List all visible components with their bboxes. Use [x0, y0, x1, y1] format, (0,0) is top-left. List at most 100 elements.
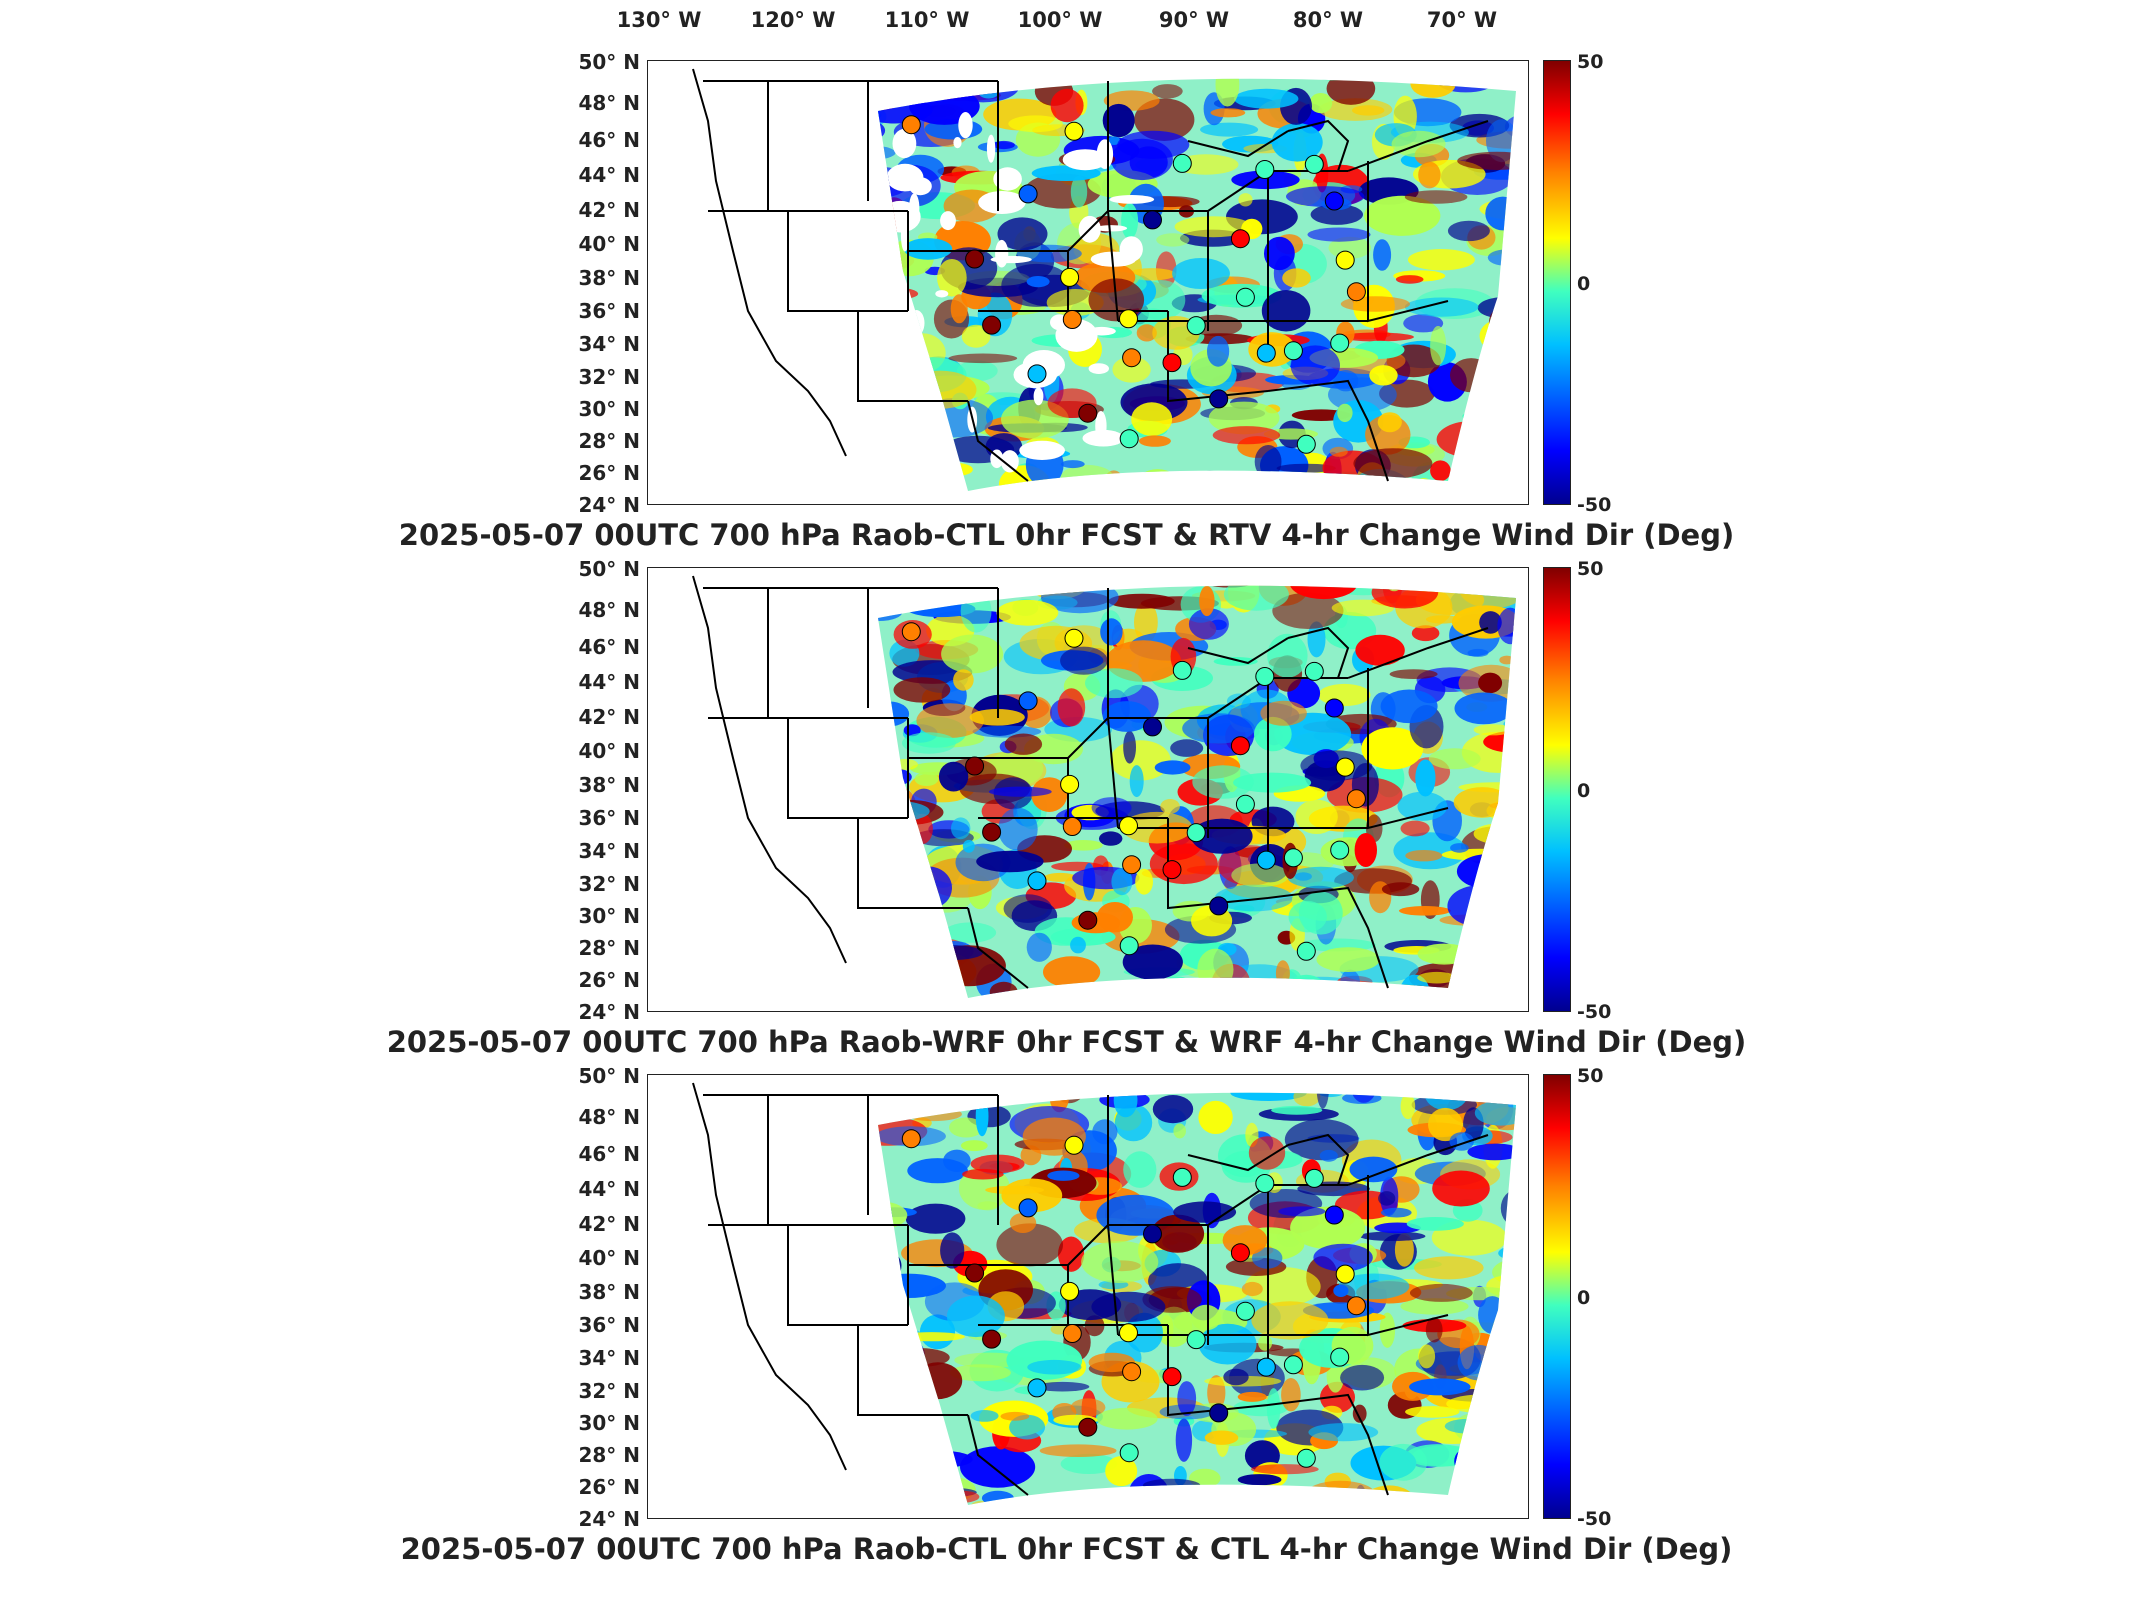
raob-station-marker	[1018, 184, 1038, 204]
lat-label: 40° N	[578, 739, 640, 764]
wind-change-field	[878, 585, 1516, 999]
raob-station-marker	[1122, 348, 1142, 368]
raob-station-marker	[1296, 1448, 1316, 1468]
state-boundaries	[692, 68, 1489, 482]
lat-label: 44° N	[578, 163, 640, 188]
raob-station-marker	[1027, 1378, 1047, 1398]
lat-label: 36° N	[578, 1313, 640, 1338]
raob-station-marker	[1283, 848, 1303, 868]
lon-label: 90° W	[1158, 8, 1230, 32]
raob-station-marker	[901, 115, 921, 135]
wind-direction-map	[692, 575, 1516, 999]
raob-station-marker	[1304, 154, 1324, 174]
colorbar-max: 50	[1577, 51, 1604, 73]
raob-station-marker	[1230, 1243, 1250, 1263]
raob-station-marker	[1296, 434, 1316, 454]
raob-station-marker	[1346, 1296, 1366, 1316]
lat-label: 32° N	[578, 1378, 640, 1403]
lat-label: 24° N	[578, 1507, 640, 1531]
colorbar-mid: 0	[1577, 1287, 1591, 1309]
colorbar-min: -50	[1577, 1508, 1612, 1530]
lon-label: 120° W	[750, 8, 836, 32]
wind-change-field	[878, 1092, 1516, 1506]
raob-station-marker	[1064, 628, 1084, 648]
raob-station-marker	[1078, 910, 1098, 930]
raob-station-marker	[1256, 850, 1276, 870]
lat-label: 34° N	[578, 1346, 640, 1371]
raob-station-marker	[1162, 860, 1182, 880]
raob-station-marker	[1119, 1323, 1138, 1343]
raob-station-marker	[1162, 1367, 1182, 1387]
raob-station-marker	[901, 1129, 921, 1149]
raob-station-marker	[1060, 774, 1080, 794]
colorbar	[1543, 60, 1571, 505]
lat-label: 46° N	[578, 1141, 640, 1166]
raob-station-marker	[1255, 160, 1275, 179]
raob-station-marker	[1119, 309, 1138, 329]
raob-station-marker	[1186, 316, 1206, 336]
map-frame	[647, 60, 1529, 505]
lat-label: 38° N	[578, 1279, 640, 1304]
raob-station-marker	[1119, 429, 1139, 449]
raob-station-marker	[982, 822, 1002, 842]
panel-title: 2025-05-07 00UTC 700 hPa Raob-WRF 0hr FC…	[386, 1025, 1747, 1059]
raob-station-marker	[1235, 1301, 1255, 1321]
raob-stations	[901, 1129, 1366, 1468]
lat-label: 36° N	[578, 806, 640, 831]
raob-station-marker	[1060, 267, 1080, 287]
lat-label: 44° N	[578, 1177, 640, 1202]
raob-station-marker	[1186, 1330, 1206, 1350]
map-panel-2: 50° N 48° N 46° N 44° N 42° N 40° N 38° N 36° N…	[0, 507, 2133, 1059]
lat-label: 42° N	[578, 1212, 640, 1237]
lat-label: 42° N	[578, 198, 640, 223]
raob-station-marker	[1209, 896, 1229, 916]
wind-direction-map	[692, 68, 1516, 492]
raob-station-marker	[1230, 229, 1250, 249]
lat-label: 42° N	[578, 705, 640, 730]
lat-label: 48° N	[578, 1104, 640, 1129]
raob-station-marker	[1172, 660, 1192, 680]
lat-label: 38° N	[578, 265, 640, 290]
raob-station-marker	[1335, 757, 1355, 777]
lat-label: 44° N	[578, 670, 640, 695]
lat-label: 48° N	[578, 90, 640, 115]
panel-title: 2025-05-07 00UTC 700 hPa Raob-CTL 0hr FC…	[400, 1532, 1733, 1566]
colorbar-min: -50	[1577, 494, 1612, 516]
lat-label: 24° N	[578, 1000, 640, 1024]
lat-label: 26° N	[578, 1475, 640, 1500]
colorbar-mid: 0	[1577, 780, 1591, 802]
raob-station-marker	[1060, 1281, 1080, 1301]
raob-station-marker	[1304, 661, 1324, 681]
raob-station-marker	[1335, 1264, 1355, 1284]
state-boundaries	[692, 575, 1489, 989]
lat-label: 48° N	[578, 597, 640, 622]
raob-station-marker	[1186, 823, 1206, 843]
raob-station-marker	[1296, 941, 1316, 961]
raob-station-marker	[1078, 403, 1098, 423]
lat-label: 38° N	[578, 772, 640, 797]
raob-station-marker	[1330, 1347, 1350, 1367]
raob-station-marker	[1230, 736, 1250, 756]
raob-station-marker	[1122, 855, 1142, 875]
lat-label: 32° N	[578, 871, 640, 896]
raob-station-marker	[1143, 717, 1162, 737]
map-frame	[647, 567, 1529, 1012]
raob-station-marker	[1255, 667, 1275, 686]
colorbar-max: 50	[1577, 558, 1604, 580]
raob-station-marker	[1255, 1174, 1275, 1193]
lat-label: 40° N	[578, 1246, 640, 1271]
raob-station-marker	[1304, 1168, 1324, 1188]
longitude-axis: 130° W 120° W 110° W 100° W 90° W 80° W …	[0, 0, 2133, 50]
raob-station-marker	[1172, 153, 1192, 173]
raob-station-marker	[1330, 840, 1350, 860]
raob-station-marker	[1324, 191, 1344, 211]
lat-label: 24° N	[578, 493, 640, 517]
colorbar	[1543, 1074, 1571, 1519]
raob-station-marker	[982, 315, 1002, 335]
raob-station-marker	[1018, 1198, 1038, 1218]
raob-station-marker	[1143, 210, 1162, 230]
lat-label: 50° N	[578, 50, 640, 74]
raob-station-marker	[1346, 789, 1366, 809]
colorbar-mid: 0	[1577, 273, 1591, 295]
map-frame	[647, 1074, 1529, 1519]
